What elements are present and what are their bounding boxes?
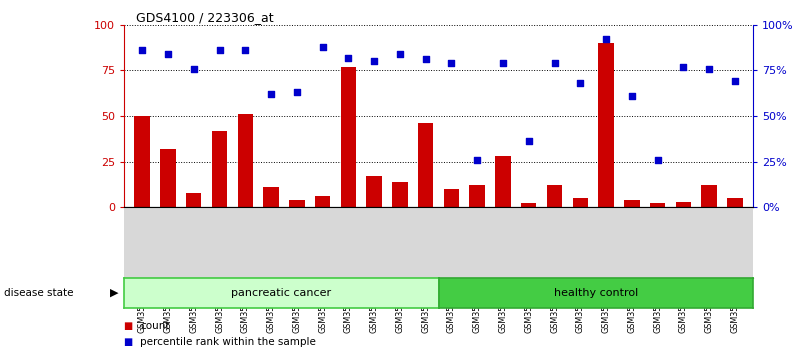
Point	[497, 60, 509, 66]
Point	[393, 51, 406, 57]
Point	[471, 157, 484, 162]
Bar	[675, 202, 691, 207]
Bar	[238, 114, 253, 207]
Point	[626, 93, 638, 99]
Point	[728, 79, 741, 84]
Bar	[211, 131, 227, 207]
Point	[316, 44, 329, 50]
Bar	[315, 196, 330, 207]
Bar	[418, 123, 433, 207]
Bar	[160, 149, 175, 207]
Point	[239, 47, 252, 53]
Bar	[264, 187, 279, 207]
Point	[522, 139, 535, 144]
Bar	[598, 43, 614, 207]
Point	[445, 60, 458, 66]
Bar	[366, 176, 382, 207]
Text: pancreatic cancer: pancreatic cancer	[231, 288, 332, 298]
Bar	[186, 193, 202, 207]
Text: ▶: ▶	[110, 288, 119, 298]
Point	[651, 157, 664, 162]
Text: healthy control: healthy control	[553, 288, 638, 298]
Point	[600, 36, 613, 42]
Text: disease state: disease state	[4, 288, 74, 298]
Text: percentile rank within the sample: percentile rank within the sample	[140, 337, 316, 347]
Point	[213, 47, 226, 53]
Text: GDS4100 / 223306_at: GDS4100 / 223306_at	[136, 11, 274, 24]
Point	[162, 51, 175, 57]
Point	[702, 66, 715, 72]
Point	[368, 58, 380, 64]
Bar	[727, 198, 743, 207]
Bar	[650, 204, 666, 207]
Text: ■: ■	[123, 337, 133, 347]
Bar	[495, 156, 511, 207]
Text: ■: ■	[123, 321, 133, 331]
Point	[419, 57, 432, 62]
Point	[187, 66, 200, 72]
Bar	[340, 67, 356, 207]
Point	[342, 55, 355, 61]
Point	[548, 60, 561, 66]
Point	[264, 91, 277, 97]
Bar	[573, 198, 588, 207]
Bar	[624, 200, 639, 207]
Bar	[547, 185, 562, 207]
Bar	[521, 204, 537, 207]
Text: count: count	[140, 321, 170, 331]
Bar	[392, 182, 408, 207]
Bar	[135, 116, 150, 207]
Bar	[444, 189, 459, 207]
Point	[574, 80, 586, 86]
Bar	[702, 185, 717, 207]
Point	[291, 90, 304, 95]
Bar	[289, 200, 304, 207]
Point	[136, 47, 149, 53]
Bar	[469, 185, 485, 207]
Point	[677, 64, 690, 69]
